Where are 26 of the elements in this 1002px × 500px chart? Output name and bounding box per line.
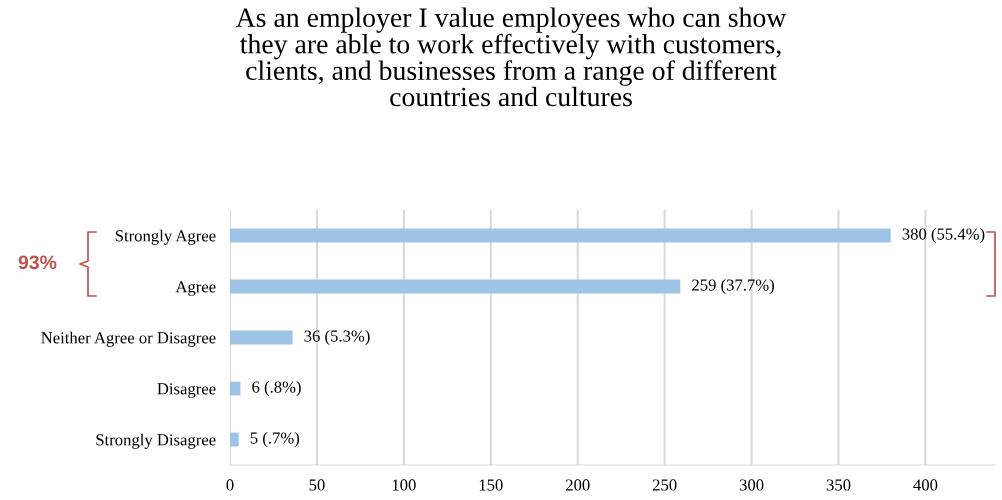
x-tick-label: 100 bbox=[392, 479, 416, 491]
bar bbox=[230, 279, 681, 294]
x-tick-label: 50 bbox=[309, 479, 325, 491]
y-tick-label: Strongly Disagree bbox=[96, 433, 216, 449]
y-tick-label: Agree bbox=[175, 281, 216, 296]
data-label: 6 (.8%) bbox=[252, 380, 301, 397]
chart-title: As an employer I value employees who can show they are able to work effectively with customers, clients, and businesses from a range of different countries and cultures bbox=[235, 7, 787, 107]
data-label: 36 (5.3%) bbox=[304, 329, 370, 346]
data-label: 259 (37.7%) bbox=[692, 278, 774, 295]
x-tick-label: 250 bbox=[652, 479, 677, 491]
bar bbox=[230, 381, 241, 396]
text: 93% bbox=[18, 255, 57, 270]
y-tick-label: Strongly Agree bbox=[115, 229, 216, 245]
bar bbox=[230, 432, 239, 447]
x-tick-label: 350 bbox=[826, 479, 851, 491]
y-tick-label: Neither Agree or Disagree bbox=[41, 331, 216, 347]
x-tick-label: 400 bbox=[913, 479, 938, 491]
y-tick-label: Disagree bbox=[157, 383, 216, 398]
data-label: 5 (.7%) bbox=[250, 431, 300, 448]
data-label: 380 (55.4%) bbox=[902, 227, 985, 244]
x-tick-label: 300 bbox=[739, 479, 764, 491]
bar bbox=[230, 330, 293, 345]
x-tick-label: 200 bbox=[565, 479, 590, 491]
x-tick-label: 0 bbox=[226, 479, 234, 491]
bar bbox=[230, 228, 891, 243]
x-tick-label: 150 bbox=[479, 479, 503, 491]
